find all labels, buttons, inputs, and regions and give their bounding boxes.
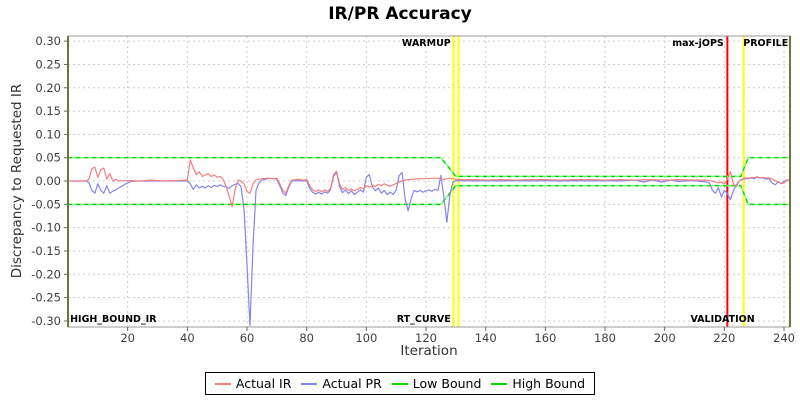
y-axis-label: Discrepancy to Requested IR [9,83,25,279]
legend-label: Actual IR [235,376,292,391]
x-tick-label: 40 [180,331,195,345]
series-low-bound [68,185,790,205]
phase-label-top: max-jOPS [672,38,724,49]
x-tick-label: 200 [654,331,676,345]
phase-label-bottom: VALIDATION [690,314,754,325]
y-tick-label: -0.10 [31,221,61,235]
legend-swatch [301,382,318,385]
y-tick-label: 0.05 [35,151,61,165]
x-tick-label: 240 [773,331,795,345]
y-tick-label: -0.25 [31,291,61,305]
phase-label-top: WARMUP [402,38,451,49]
y-tick-label: -0.30 [31,314,61,328]
legend-swatch [214,382,231,385]
x-axis-label: Iteration [400,343,458,359]
y-tick-label: -0.05 [31,197,61,211]
legend-box: Actual IR Actual PR Low Bound High Bound [204,372,596,395]
phase-label-top: PROFILE [743,38,788,49]
x-tick-label: 220 [713,331,735,345]
y-tick-label: -0.15 [31,244,61,258]
legend-item: High Bound [491,376,585,391]
x-tick-label: 140 [475,331,497,345]
x-tick-label: 120 [415,331,437,345]
x-tick-label: 100 [355,331,377,345]
legend-label: Low Bound [412,376,482,391]
y-tick-label: 0.00 [35,174,61,188]
series-actual-ir [69,159,791,208]
y-tick-label: 0.20 [35,81,61,95]
legend-swatch [391,382,408,385]
x-tick-label: 20 [120,331,135,345]
phase-label-bottom: HIGH_BOUND_IR [70,314,157,325]
legend-label: Actual PR [322,376,382,391]
y-tick-label: 0.30 [35,34,61,48]
x-tick-label: 80 [299,331,314,345]
series-high-bound [68,157,790,177]
chart-title: IR/PR Accuracy [328,4,472,24]
y-tick-label: 0.15 [35,104,61,118]
x-tick-label: 180 [594,331,616,345]
y-tick-label: 0.10 [35,127,61,141]
legend-item: Low Bound [391,376,482,391]
phase-label-bottom: RT_CURVE [397,314,451,325]
legend: Actual IR Actual PR Low Bound High Bound [0,372,800,395]
series-actual-pr [69,171,791,327]
legend-item: Actual PR [301,376,382,391]
x-tick-label: 60 [240,331,255,345]
legend-label: High Bound [512,376,586,391]
legend-item: Actual IR [214,376,292,391]
y-tick-label: -0.20 [31,267,61,281]
legend-swatch [491,382,508,385]
y-tick-label: 0.25 [35,57,61,71]
x-tick-label: 160 [534,331,556,345]
